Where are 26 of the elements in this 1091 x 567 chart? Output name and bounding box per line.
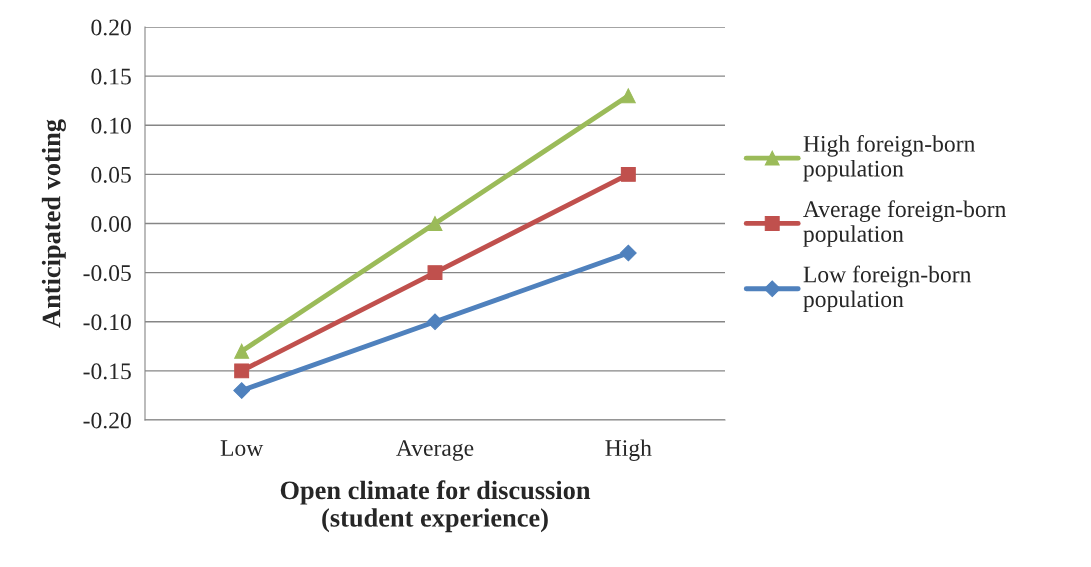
x-tick-label: Low (220, 440, 264, 457)
x-tick-label: Average (396, 440, 474, 461)
y-tick-label: -0.15 (83, 363, 131, 380)
y-tick-label: -0.20 (83, 412, 131, 429)
point (620, 166, 636, 182)
point (233, 382, 251, 399)
legend-label: Low foreign-born population (803, 265, 972, 312)
point (427, 216, 443, 231)
y-tick-label: -0.05 (83, 265, 131, 282)
legend-label: High foreign-born population (803, 135, 976, 182)
y-tick-label: 0.05 (91, 166, 131, 183)
point (234, 363, 250, 379)
point (426, 313, 444, 331)
x-axis-title: Open climate for discussion (student experience) (280, 480, 591, 533)
y-tick-label: 0.10 (91, 117, 131, 134)
y-axis-title: Anticipated voting (41, 119, 66, 328)
point (619, 244, 637, 262)
point (427, 265, 443, 281)
y-tick-label: 0.00 (91, 215, 131, 233)
point (620, 88, 636, 104)
y-tick-label: -0.10 (83, 314, 131, 331)
point (234, 343, 250, 359)
x-tick-label: High (605, 439, 652, 461)
y-tick-label: 0.20 (91, 19, 131, 36)
y-tick-label: 0.15 (91, 68, 131, 85)
legend-label: Average foreign-born population (803, 200, 1007, 247)
